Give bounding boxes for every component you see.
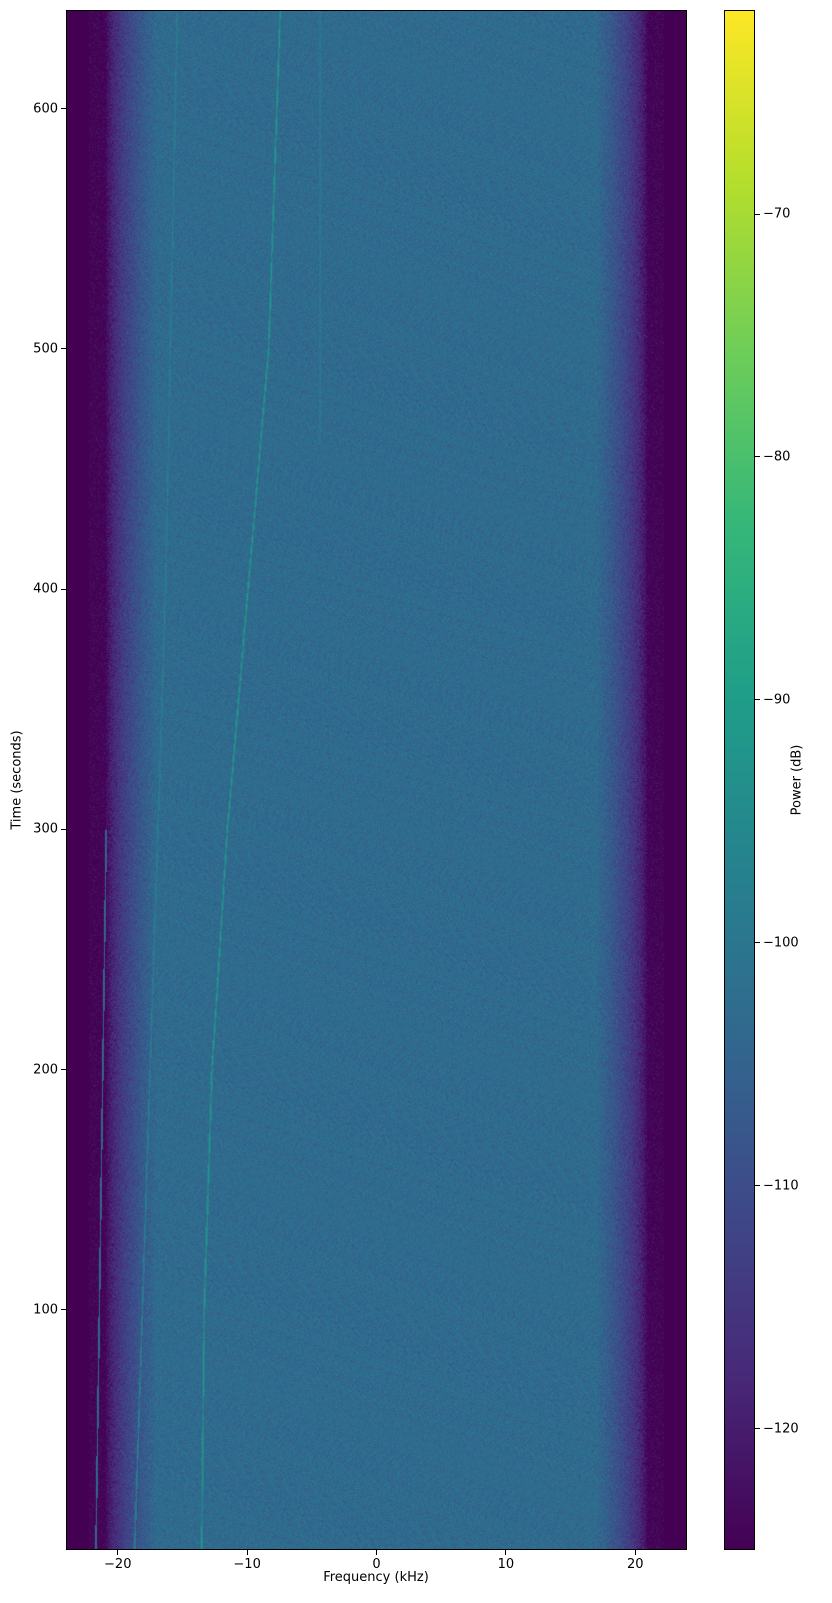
y-tick-mark [61,828,66,830]
y-tick-label: 300 [33,821,58,837]
x-tick-label: −20 [104,1557,132,1572]
y-axis-label: Time (seconds) [9,730,25,830]
colorbar [724,10,755,1550]
x-tick-mark [505,1550,507,1555]
y-tick-mark [61,1309,66,1311]
colorbar-tick-mark [755,699,760,701]
y-tick-mark [61,1069,66,1070]
x-tick-mark [376,1550,377,1555]
colorbar-tick-mark [755,1185,760,1187]
x-tick-mark [117,1550,119,1555]
spectrogram-image [67,11,686,1549]
colorbar-tick-mark [755,1428,760,1430]
colorbar-gradient [725,11,754,1549]
colorbar-tick-label: −100 [763,935,799,951]
x-tick-mark [634,1550,636,1555]
colorbar-tick-mark [755,942,760,944]
y-tick-label: 100 [33,1302,58,1318]
colorbar-tick-label: −120 [763,1421,799,1437]
x-tick-label: −10 [233,1557,261,1572]
y-tick-label: 600 [33,101,58,116]
y-tick-label: 400 [33,581,58,597]
x-tick-label: 10 [497,1557,515,1572]
x-tick-mark [246,1550,248,1555]
colorbar-label: Power (dB) [789,744,805,816]
y-tick-label: 500 [33,341,58,357]
y-tick-mark [61,588,66,590]
colorbar-tick-label: −70 [763,206,791,222]
colorbar-tick-label: −80 [763,449,791,465]
y-tick-mark [61,348,66,350]
colorbar-tick-mark [755,456,760,458]
x-tick-label: 20 [626,1557,644,1572]
x-tick-label: 0 [372,1557,381,1572]
y-tick-mark [61,108,66,109]
x-axis-label: Frequency (kHz) [323,1570,429,1585]
colorbar-tick-mark [755,213,760,215]
y-tick-label: 200 [33,1062,58,1077]
colorbar-tick-label: −90 [763,692,791,708]
spectrogram-plot-area [66,10,687,1550]
colorbar-tick-label: −110 [763,1178,799,1194]
